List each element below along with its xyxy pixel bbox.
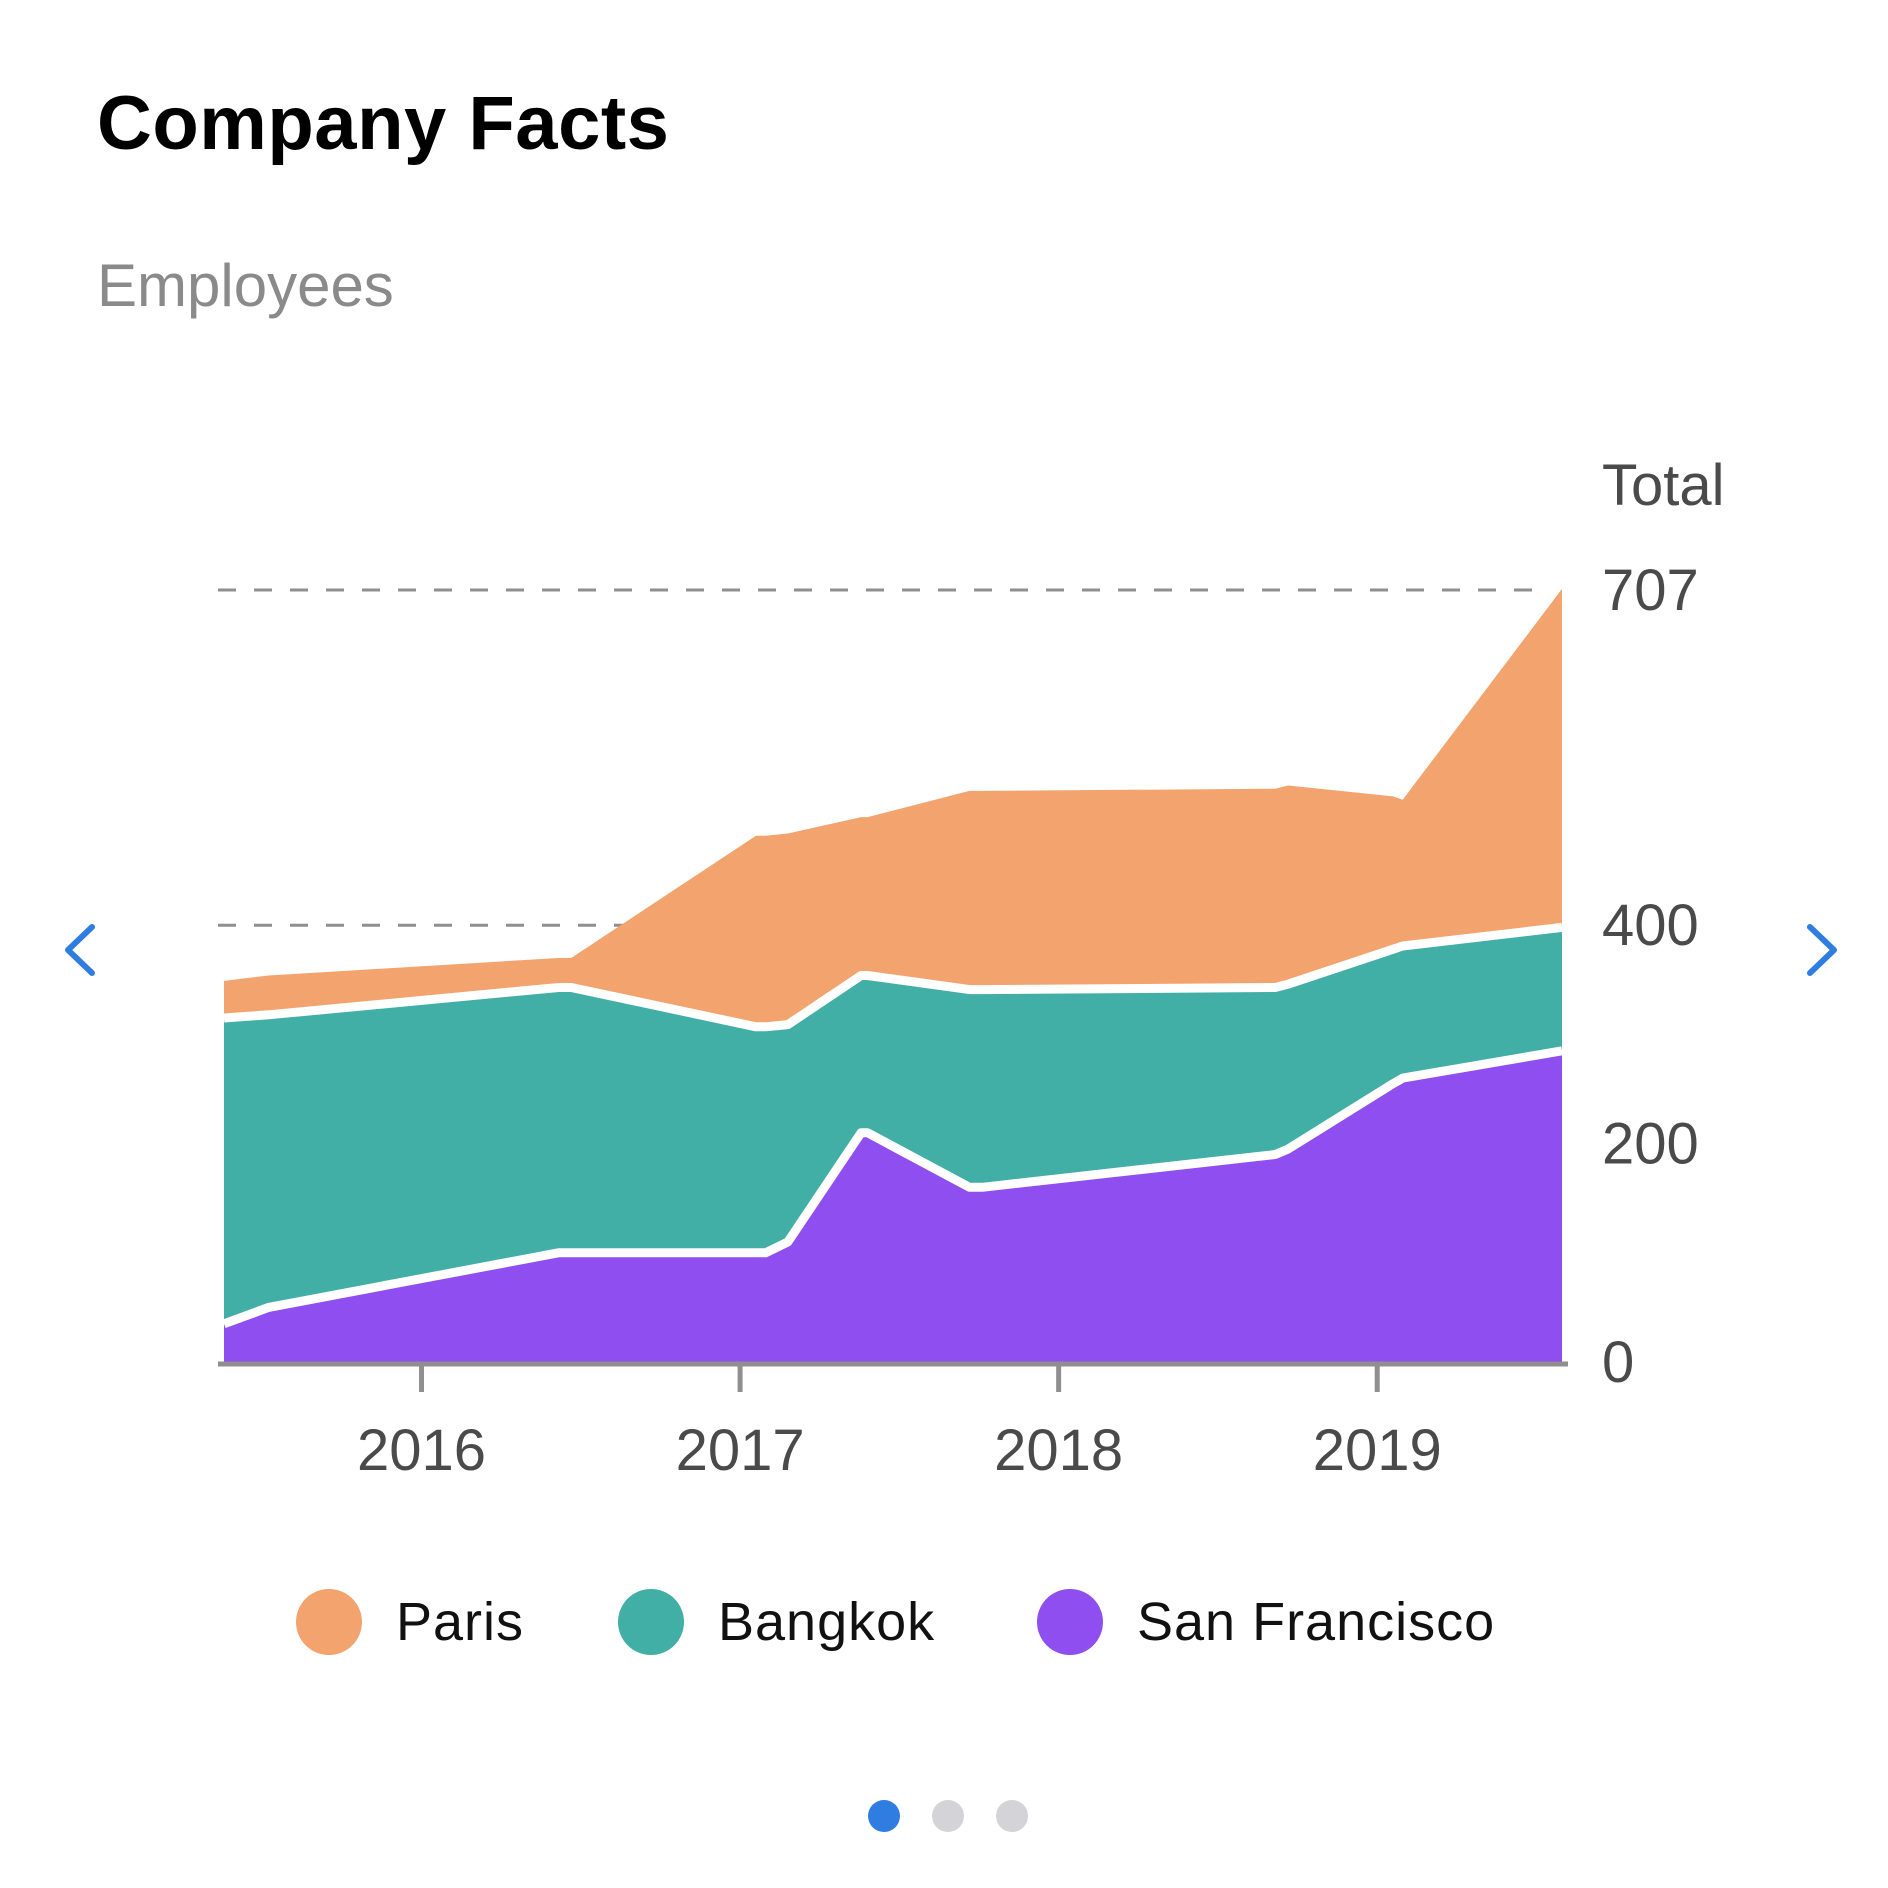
y-tick-label-400: 400: [1602, 893, 1699, 958]
axes: 2016 2017 2018 2019 0 200 400 707 Total: [218, 453, 1725, 1483]
y-axis-label: Total: [1602, 453, 1725, 518]
series-line-san-francisco: [222, 1046, 1563, 1329]
chevron-right-icon: [1807, 924, 1837, 976]
card-subtitle: Employees: [97, 252, 394, 319]
legend-item-bangkok: Bangkok: [618, 1582, 935, 1662]
chart-legend: Paris Bangkok San Francisco: [0, 1582, 1888, 1662]
legend-swatch-san-francisco: [1037, 1589, 1103, 1655]
legend-item-paris: Paris: [296, 1582, 524, 1662]
x-tick-label-2016: 2016: [357, 1418, 486, 1483]
legend-label-san-francisco: San Francisco: [1137, 1592, 1496, 1652]
previous-button[interactable]: [52, 915, 112, 985]
area-bangkok: [224, 927, 1562, 1324]
y-tick-label-0: 0: [1602, 1330, 1634, 1395]
legend-label-paris: Paris: [396, 1592, 525, 1652]
legend-item-san-francisco: San Francisco: [1037, 1582, 1495, 1662]
x-tick-label-2018: 2018: [994, 1418, 1123, 1483]
legend-label-bangkok: Bangkok: [718, 1592, 936, 1652]
area-series: [222, 588, 1563, 1362]
legend-swatch-paris: [296, 1589, 362, 1655]
legend-swatch-bangkok: [618, 1589, 684, 1655]
y-tick-label-707: 707: [1602, 558, 1699, 623]
card-title: Company Facts: [97, 81, 670, 166]
next-button[interactable]: [1790, 915, 1850, 985]
pagination-dots: [0, 1800, 1888, 1834]
area-san-francisco: [224, 1050, 1562, 1362]
pager-dot-3[interactable]: [996, 1800, 1028, 1832]
chevron-left-icon: [65, 924, 95, 976]
pager-dot-2[interactable]: [932, 1800, 964, 1832]
area-paris: [224, 588, 1562, 1027]
y-tick-label-200: 200: [1602, 1112, 1699, 1177]
x-tick-label-2017: 2017: [676, 1418, 805, 1483]
x-tick-label-2019: 2019: [1313, 1418, 1442, 1483]
series-line-bangkok: [223, 922, 1563, 1032]
pager-dot-1[interactable]: [868, 1800, 900, 1832]
